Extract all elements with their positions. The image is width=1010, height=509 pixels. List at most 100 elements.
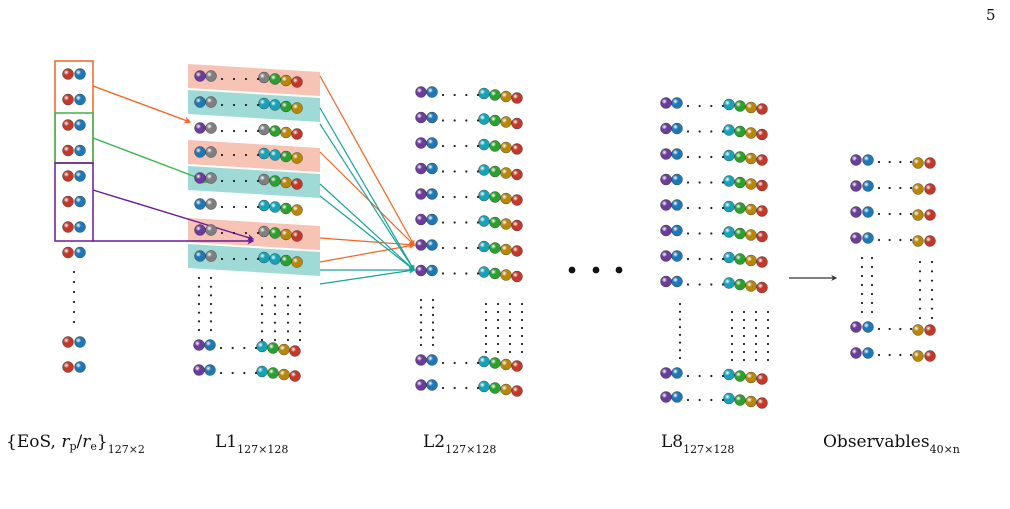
layer-ellipsis-dot [615,266,623,274]
fan-arrow-orange [319,242,416,263]
ellipsis-dot [431,313,435,317]
ellipsis-dot [860,301,864,305]
ellipsis-dot [244,205,248,209]
ellipsis-dot [232,179,236,183]
ellipsis-dot [209,294,213,297]
l8-row-r3 [756,103,768,115]
ellipsis-dot [197,311,201,314]
ellipsis-dot [484,350,488,354]
ellipsis-dot [220,205,224,209]
l8-row-r0 [723,277,735,289]
l1-row-r1 [269,253,281,265]
out-node [924,157,936,169]
ellipsis-dot [244,153,248,157]
ellipsis-dot [484,318,488,322]
ellipsis-dot [508,350,512,354]
ellipsis-dot [72,320,76,324]
out-node [862,321,874,333]
input-node-blue [74,246,86,259]
l2-row-r0 [478,87,490,100]
ellipsis-dot [877,238,881,242]
l2-row-r2 [500,358,512,371]
ellipsis-dot [766,326,770,330]
out-node [850,180,862,192]
out-node [862,206,874,218]
l2-row-n1 [426,137,438,149]
l8-row-r1 [734,202,746,214]
input-node-red [62,144,74,157]
ellipsis-dot [441,361,445,365]
out-node [924,209,936,221]
fan-arrow-teal [319,107,415,272]
ellipsis-dot [721,130,725,133]
ellipsis-dot [220,231,224,235]
highlight-band [188,90,320,122]
l1-row-r2 [280,126,292,139]
ellipsis-dot [520,334,524,338]
input-node-red [62,93,74,106]
l1-row-n0 [194,198,206,210]
window-box-orange [54,60,94,164]
l8-row-n0 [660,173,672,186]
ellipsis-dot [909,160,913,164]
out-node [912,157,924,169]
l8-row-r1 [734,227,746,240]
l8-row-r1 [734,253,746,265]
ellipsis-dot [899,212,902,216]
l8-row-r0 [723,200,735,213]
out-node [850,154,862,166]
ellipsis-dot [232,129,236,133]
ellipsis-dot [730,310,734,314]
ellipsis-dot [453,170,456,173]
ellipsis-dot [686,232,690,235]
ellipsis-dot [686,155,690,159]
ellipsis-dot [476,144,480,148]
ellipsis-dot [766,342,770,346]
l2-row-r1 [489,165,501,178]
ellipsis-dot [520,326,524,330]
l8-row-r0 [723,368,735,381]
l2-label: L2127×128 [423,432,497,456]
ellipsis-dot [520,310,524,314]
ellipsis-dot [754,334,758,338]
ellipsis-dot [742,342,746,346]
ellipsis-dot [231,371,234,375]
out-node [912,183,924,195]
l8-row-r2 [745,178,757,190]
l2-row-r1 [489,357,501,369]
neuron-nodes [62,68,936,409]
ellipsis-dot [72,270,76,274]
l2-row-r0 [478,189,490,202]
ellipsis-dot [453,386,456,390]
l8-row-r1 [734,100,746,112]
ellipsis-dot [484,302,488,306]
ellipsis-dot [419,313,423,317]
ellipsis-dot [256,77,260,81]
input-node-red [62,336,74,348]
ellipsis-dot [888,327,891,331]
ellipsis-dot [721,283,725,286]
ellipsis-dot [918,260,922,264]
ellipsis-dot [232,257,236,261]
ellipsis-dot [742,358,746,362]
ellipsis-dot [453,361,456,365]
ellipsis-dot [686,257,690,261]
l2-row-r0 [478,138,490,151]
l1-row-r0 [256,340,268,353]
ellipsis-dot [678,302,682,306]
ellipsis-dot [686,104,690,108]
l1-row-n0 [194,172,206,184]
ellipsis-dot [754,318,758,322]
l2-row-r3 [511,385,523,397]
arrow-green [92,137,211,184]
l2-row-r3 [511,143,523,155]
ellipsis-dot [909,186,913,190]
ellipsis-dot [930,288,934,292]
l2-row-r2 [500,116,512,128]
l1-row-r1 [269,99,281,111]
out-node [924,324,936,336]
l8-row-r3 [756,281,768,294]
l1-row-r2 [280,228,292,241]
ellipsis-dot [209,311,213,314]
ellipsis-dot [710,398,713,402]
